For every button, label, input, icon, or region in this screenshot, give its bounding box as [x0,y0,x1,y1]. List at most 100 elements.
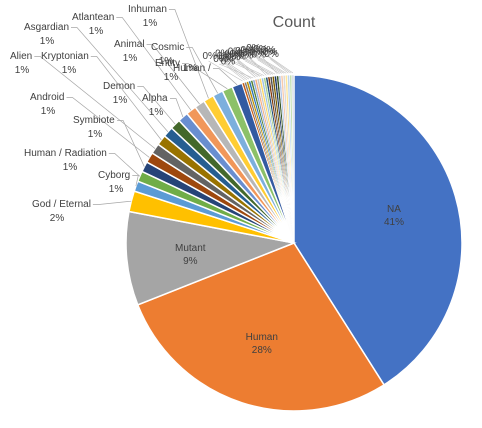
slice-label-minor: 0% [264,49,279,60]
slice-label-minor: 0% [203,51,218,62]
slice-label-minor: 0% [246,43,261,54]
slice-labels: NA 41% Human 28% Mutant 9% God / Eternal 2% Cybo… [10,4,404,356]
leader-line [34,56,156,149]
slice-label-minor: 0% [221,56,236,67]
slice-label-minor: 0% [253,44,268,55]
leader-line [146,44,200,105]
leader-line [137,86,176,125]
slice-label-name: NA [387,204,401,215]
slice-label-name: Animal [114,39,145,50]
slice-label-minor: 0% [224,50,239,61]
slice-label-value: 41% [384,217,404,228]
slice-label-name: Entity [155,58,180,69]
slice-label-value: 1% [62,65,77,76]
slice-label-value: 1% [89,26,104,37]
slice-label-name: Atlantean [72,12,114,23]
slice-label-minor: 0% [248,45,263,56]
leader-line-minor [253,55,285,74]
slice-label-value: 2% [50,213,65,224]
pie-slice-na [293,74,463,386]
slice-label-minor: 0% [226,52,241,63]
leader-line [116,17,192,111]
slice-label-minor: 0% [219,54,234,65]
leader-line [90,56,162,141]
slice-label-value: 1% [40,36,55,47]
slice-label-minor: 0% [242,47,257,58]
slice-label-value: 1% [143,18,158,29]
leader-line [92,200,132,205]
slice-label-value: 1% [88,129,103,140]
leader-line-minor [257,59,280,74]
slice-label-minor: 0% [235,46,250,57]
slice-label-name: Android [30,92,64,103]
slice-label-value: 9% [183,256,198,267]
leader-line-minor [252,52,287,74]
slice-label-value: 1% [123,53,138,64]
slice-label-name: Human / [173,63,211,74]
slice-label-name: Demon [103,81,135,92]
slice-label-value: 1% [164,72,179,83]
pie-slice-minor [291,74,295,244]
slice-label-name: Cyborg [98,170,130,181]
leader-line-minor [231,61,263,77]
leader-line [108,153,141,177]
leader-line-minor [270,58,289,74]
slice-label-name: Alien [10,51,32,62]
slice-label-value: 1% [63,162,78,173]
leader-line-minor [224,63,247,80]
slice-label-minor: 0% [231,51,246,62]
slice-label-value: 1% [113,95,128,106]
leader-line-minor [222,60,250,80]
slice-label-name: Symbiote [73,115,115,126]
leader-line-minor [255,57,282,74]
slice-label-value: 1% [109,184,124,195]
leader-line [213,68,238,86]
slice-label-name: God / Eternal [32,199,91,210]
slice-label-value: 1% [149,107,164,118]
slice-label-minor: 0% [237,48,252,59]
slice-label-name: Alpha [142,93,168,104]
slice-label-minor: 0% [217,51,232,62]
leader-line-minor [229,59,265,76]
leader-line [186,47,219,94]
leader-line [132,175,139,187]
pie-slice-human [136,242,386,412]
slice-label-minor: 0% [213,54,228,65]
slice-label-minor: 0% [228,47,243,58]
slice-label-name: Cosmic [151,42,184,53]
leader-line [71,27,169,133]
slice-label-minor: 0% [239,51,254,62]
slice-label-name: Human / Radiation [24,148,107,159]
slice-label-value: 1% [183,63,198,74]
slice-label-minor: 0% [252,50,267,61]
leader-lines [34,9,294,205]
slice-label-minor: 0% [261,45,276,56]
pie-slice-mutant [125,210,297,306]
slice-label-minor: 0% [215,49,230,60]
slice-label-name: Inhuman [128,4,167,15]
leader-line-minor [244,60,271,75]
slice-label-name: Human [246,332,278,343]
leader-line-minor [240,55,276,75]
leader-line [170,98,184,118]
slice-label-name: Kryptonian [41,51,89,62]
leader-line [168,9,209,99]
leader-line-minor [266,54,294,74]
slice-label-value: 1% [159,56,174,67]
leader-line-minor [235,58,258,78]
leader-line-minor [242,58,274,75]
leader-line-minor [208,60,243,82]
slice-label-minor: 0% [263,47,278,58]
chart-title: Count [273,14,316,31]
slice-label-minor: 0% [250,47,265,58]
leader-line [66,97,150,158]
slice-label-name: Mutant [175,243,206,254]
slice-label-name: Asgardian [24,22,69,33]
leader-line [117,120,145,167]
leader-line-minor [268,56,291,74]
leader-line-minor [237,61,256,78]
leader-line [182,63,228,90]
slice-label-value: 1% [41,106,56,117]
